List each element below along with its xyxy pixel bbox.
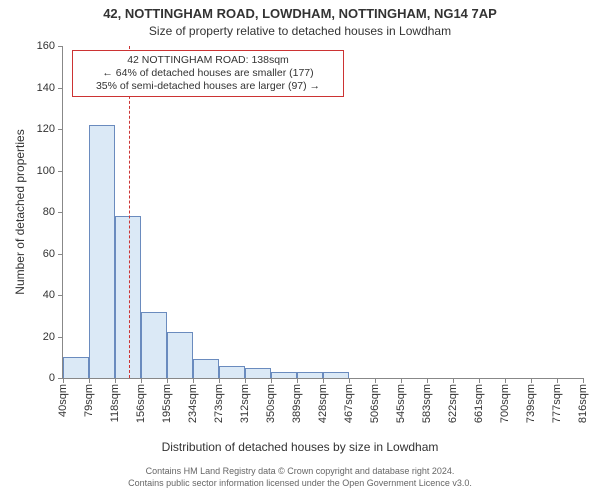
y-tick-label: 20 <box>43 331 63 343</box>
x-tick-mark <box>219 378 220 383</box>
x-tick-label: 428sqm <box>317 384 329 423</box>
chart-title: 42, NOTTINGHAM ROAD, LOWDHAM, NOTTINGHAM… <box>0 6 600 21</box>
x-tick-mark <box>505 378 506 383</box>
x-tick-label: 816sqm <box>577 384 589 423</box>
annotation-box: 42 NOTTINGHAM ROAD: 138sqm← 64% of detac… <box>72 50 344 97</box>
y-tick-label: 60 <box>43 248 63 260</box>
histogram-bar <box>63 357 89 378</box>
x-tick-mark <box>479 378 480 383</box>
x-tick-label: 118sqm <box>109 384 121 422</box>
x-tick-label: 350sqm <box>265 384 277 423</box>
x-tick-label: 583sqm <box>421 384 433 423</box>
histogram-bar <box>323 372 349 378</box>
x-tick-mark <box>245 378 246 383</box>
y-tick-label: 80 <box>43 206 63 218</box>
x-tick-mark <box>401 378 402 383</box>
y-axis-label: Number of detached properties <box>13 129 27 294</box>
x-tick-mark <box>271 378 272 383</box>
x-tick-mark <box>297 378 298 383</box>
x-tick-label: 195sqm <box>161 384 173 423</box>
y-tick-label: 120 <box>37 123 63 135</box>
histogram-bar <box>89 125 115 378</box>
histogram-bar <box>245 368 271 378</box>
x-tick-label: 661sqm <box>473 384 485 423</box>
histogram-bar <box>193 359 219 378</box>
x-tick-label: 700sqm <box>499 384 511 423</box>
histogram-chart: 42, NOTTINGHAM ROAD, LOWDHAM, NOTTINGHAM… <box>0 0 600 500</box>
x-tick-mark <box>63 378 64 383</box>
x-tick-label: 79sqm <box>83 384 95 417</box>
x-tick-mark <box>323 378 324 383</box>
x-tick-label: 156sqm <box>135 384 147 423</box>
annotation-line: ← 64% of detached houses are smaller (17… <box>76 67 340 80</box>
footer-text: Contains HM Land Registry data © Crown c… <box>0 466 600 489</box>
histogram-bar <box>167 332 193 378</box>
x-tick-label: 273sqm <box>213 384 225 423</box>
x-tick-label: 234sqm <box>187 384 199 423</box>
x-tick-mark <box>557 378 558 383</box>
x-tick-mark <box>531 378 532 383</box>
x-tick-mark <box>375 378 376 383</box>
y-tick-label: 40 <box>43 289 63 301</box>
y-tick-label: 0 <box>49 372 63 384</box>
footer-line: Contains HM Land Registry data © Crown c… <box>0 466 600 478</box>
annotation-line: 35% of semi-detached houses are larger (… <box>76 80 340 93</box>
x-tick-label: 739sqm <box>525 384 537 423</box>
histogram-bar <box>219 366 245 378</box>
x-tick-label: 312sqm <box>239 384 251 423</box>
x-tick-mark <box>427 378 428 383</box>
histogram-bar <box>115 216 141 378</box>
footer-line: Contains public sector information licen… <box>0 478 600 490</box>
x-tick-label: 506sqm <box>369 384 381 423</box>
x-tick-label: 40sqm <box>57 384 69 417</box>
x-tick-mark <box>193 378 194 383</box>
x-tick-mark <box>141 378 142 383</box>
x-tick-label: 777sqm <box>551 384 563 423</box>
y-tick-label: 160 <box>37 40 63 52</box>
annotation-line: 42 NOTTINGHAM ROAD: 138sqm <box>76 54 340 67</box>
x-tick-mark <box>453 378 454 383</box>
x-tick-mark <box>583 378 584 383</box>
x-axis-label: Distribution of detached houses by size … <box>0 440 600 454</box>
y-tick-label: 100 <box>37 165 63 177</box>
x-tick-label: 467sqm <box>343 384 355 423</box>
x-tick-label: 545sqm <box>395 384 407 423</box>
x-tick-mark <box>89 378 90 383</box>
histogram-bar <box>271 372 297 378</box>
x-tick-mark <box>167 378 168 383</box>
x-tick-mark <box>115 378 116 383</box>
histogram-bar <box>141 312 167 378</box>
x-tick-label: 622sqm <box>447 384 459 423</box>
histogram-bar <box>297 372 323 378</box>
chart-subtitle: Size of property relative to detached ho… <box>0 24 600 38</box>
x-tick-label: 389sqm <box>291 384 303 423</box>
x-tick-mark <box>349 378 350 383</box>
y-tick-label: 140 <box>37 82 63 94</box>
